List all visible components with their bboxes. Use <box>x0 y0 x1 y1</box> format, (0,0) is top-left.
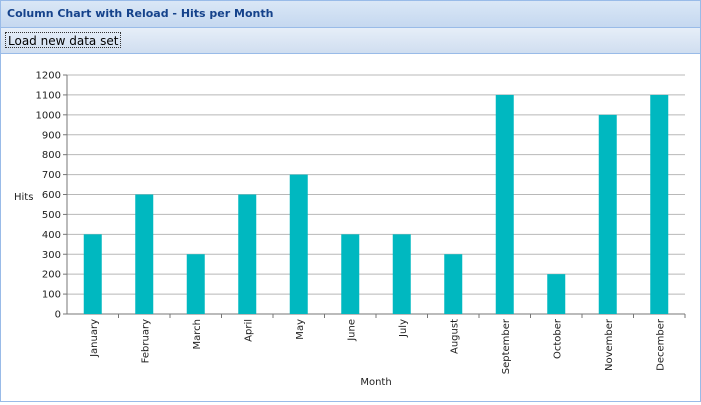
toolbar: Load new data set <box>1 28 700 54</box>
bar <box>186 254 205 314</box>
bar <box>444 254 463 314</box>
y-tick-label: 900 <box>42 130 61 141</box>
x-tick-label: July <box>398 319 409 338</box>
x-tick-label: April <box>243 319 254 342</box>
y-tick-label: 700 <box>42 170 61 181</box>
bars <box>83 94 669 314</box>
bar <box>83 234 102 314</box>
load-data-button[interactable]: Load new data set <box>5 32 122 48</box>
x-tick-label: January <box>89 319 100 358</box>
bar <box>392 234 411 314</box>
bar <box>650 94 669 314</box>
x-tick-label: May <box>295 319 306 340</box>
y-tick-label: 1100 <box>36 90 61 101</box>
x-tick-label: August <box>449 319 460 354</box>
x-tick-label: March <box>192 319 203 349</box>
y-tick-label: 200 <box>42 270 61 281</box>
x-tick-label: November <box>604 318 615 371</box>
bar <box>135 194 154 314</box>
y-tick-label: 1200 <box>36 71 61 82</box>
x-tick-label: December <box>655 318 666 371</box>
chart-area: 0 100 200 300 400 500 600 700 800 900 1000 1100 1200… <box>1 54 700 401</box>
y-tick-label: 300 <box>42 250 61 261</box>
bar <box>495 94 514 314</box>
y-tick-label: 1000 <box>36 110 61 121</box>
bar <box>341 234 360 314</box>
y-axis-label: Hits <box>14 192 33 203</box>
bar <box>289 174 308 314</box>
x-tick-label: September <box>501 318 512 374</box>
panel-header: Column Chart with Reload - Hits per Mont… <box>1 1 700 28</box>
panel-title: Column Chart with Reload - Hits per Mont… <box>7 7 274 20</box>
x-tick-label: February <box>140 319 151 363</box>
bar <box>598 114 617 314</box>
y-tick-label: 0 <box>55 310 61 321</box>
x-axis-label: Month <box>360 377 391 388</box>
x-tick-labels: January February March April May June July Augu… <box>89 318 667 374</box>
bar <box>547 274 566 314</box>
grid-lines <box>63 74 686 318</box>
column-chart: 0 100 200 300 400 500 600 700 800 900 1000 1100 1200… <box>14 71 686 388</box>
x-tick-label: October <box>552 318 563 359</box>
y-tick-label: 400 <box>42 230 61 241</box>
y-tick-label: 800 <box>42 150 61 161</box>
y-tick-label: 500 <box>42 210 61 221</box>
y-tick-label: 600 <box>42 190 61 201</box>
y-tick-label: 100 <box>42 290 61 301</box>
x-tick-label: June <box>346 319 357 342</box>
y-tick-labels: 0 100 200 300 400 500 600 700 800 900 1000 1100 1200 <box>36 71 61 321</box>
bar <box>238 194 257 314</box>
